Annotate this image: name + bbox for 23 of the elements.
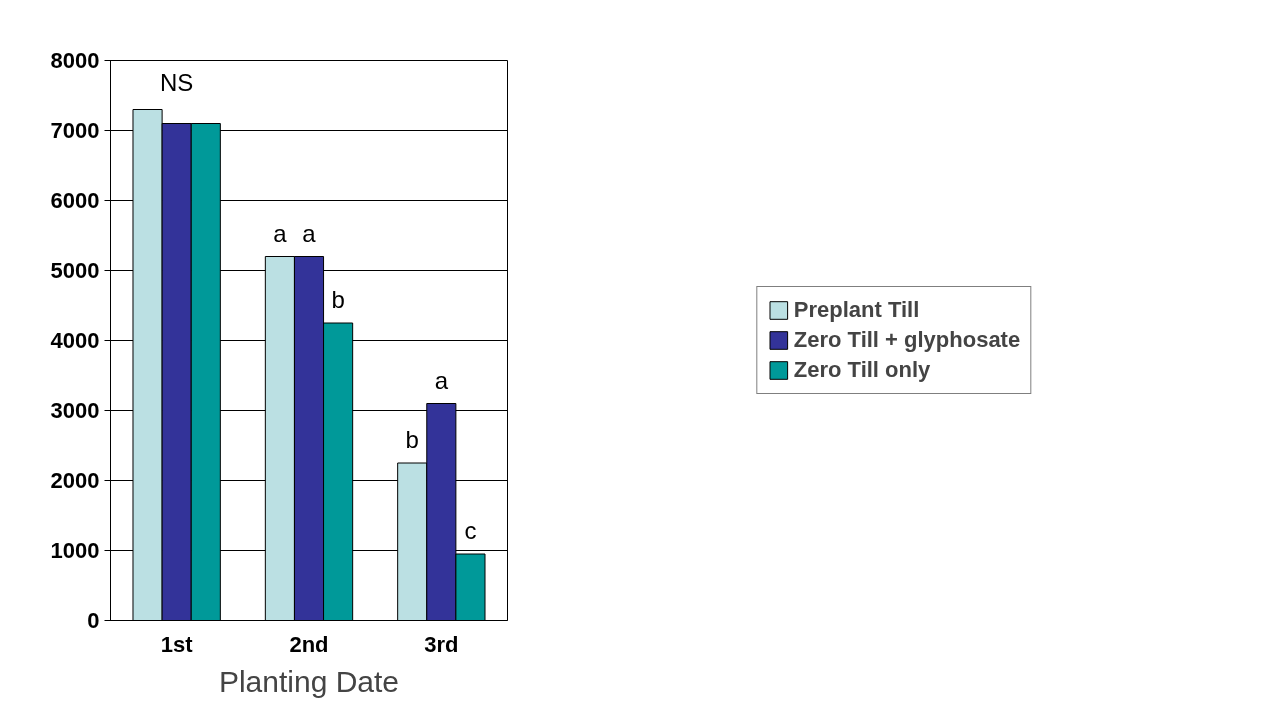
y-tick-label: 0 bbox=[87, 608, 100, 633]
data-label: a bbox=[302, 219, 317, 247]
y-tick-label: 7000 bbox=[50, 118, 100, 143]
y-tick-label: 8000 bbox=[50, 48, 100, 73]
y-tick-label: 5000 bbox=[50, 258, 100, 283]
x-tick-label: 3rd bbox=[424, 631, 459, 657]
legend-label: Zero Till only bbox=[793, 357, 931, 383]
annotation: NS bbox=[160, 68, 194, 96]
y-tick-label: 3000 bbox=[50, 398, 100, 423]
y-tick-label: 1000 bbox=[50, 538, 100, 563]
data-label: b bbox=[405, 426, 419, 453]
legend-label: Preplant Till bbox=[793, 297, 920, 323]
x-axis-title: Planting Date bbox=[218, 664, 400, 698]
data-label: a bbox=[434, 366, 449, 394]
x-tick-label: 1st bbox=[160, 631, 194, 657]
data-label: c bbox=[464, 517, 477, 544]
y-tick-label: 4000 bbox=[50, 328, 100, 353]
data-label: b bbox=[331, 286, 345, 313]
y-tick-label: 2000 bbox=[50, 468, 100, 493]
data-label: a bbox=[273, 219, 288, 247]
y-tick-label: 6000 bbox=[50, 188, 100, 213]
legend-label: Zero Till + glyphosate bbox=[793, 327, 1021, 353]
x-tick-label: 2nd bbox=[289, 631, 329, 657]
